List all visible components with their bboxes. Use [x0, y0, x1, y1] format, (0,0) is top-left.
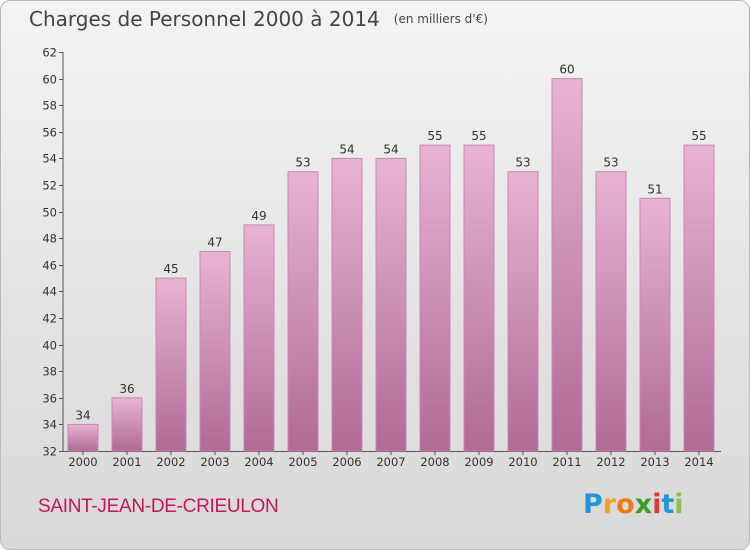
y-tick-label: 44: [42, 285, 57, 299]
x-tick-label: 2008: [420, 455, 449, 469]
data-label: 36: [119, 382, 134, 396]
y-tick-label: 52: [42, 179, 57, 193]
data-label: 51: [647, 182, 662, 196]
x-tick-label: 2011: [552, 455, 581, 469]
bar: [683, 144, 715, 452]
x-tick-label: 2003: [200, 455, 229, 469]
y-tick-label: 60: [42, 73, 57, 87]
bar: [419, 144, 451, 452]
bar: [287, 171, 319, 452]
y-tick-label: 34: [42, 418, 57, 432]
y-tick-label: 46: [42, 259, 57, 273]
y-tick-label: 50: [42, 206, 57, 220]
x-tick-label: 2014: [684, 455, 713, 469]
proxiti-logo: Proxiti: [583, 489, 684, 520]
x-tick-label: 2002: [156, 455, 185, 469]
data-label: 53: [295, 156, 310, 170]
title-text: Charges de Personnel 2000 à 2014: [29, 7, 380, 31]
logo-letter: t: [661, 489, 675, 520]
data-label: 53: [515, 156, 530, 170]
data-label: 55: [427, 129, 442, 143]
x-tick-label: 2009: [464, 455, 493, 469]
data-label: 54: [383, 142, 398, 156]
data-label: 55: [471, 129, 486, 143]
y-tick-label: 32: [42, 445, 57, 459]
bar: [331, 157, 363, 452]
logo-letter: x: [634, 489, 653, 520]
logo-letter: P: [583, 489, 603, 520]
x-tick-label: 2001: [112, 455, 141, 469]
y-tick-label: 54: [42, 152, 57, 166]
logo-letter: i: [652, 489, 662, 520]
x-tick-label: 2005: [288, 455, 317, 469]
x-tick-label: 2007: [376, 455, 405, 469]
y-tick-label: 42: [42, 312, 57, 326]
y-tick-label: 58: [42, 99, 57, 113]
chart-title: Charges de Personnel 2000 à 2014 (en mill…: [29, 7, 488, 31]
bar: [111, 397, 143, 452]
data-label: 53: [603, 156, 618, 170]
bar: [639, 197, 671, 452]
data-label: 60: [559, 63, 574, 77]
y-tick-label: 38: [42, 365, 57, 379]
y-tick-label: 62: [42, 46, 57, 60]
data-label: 49: [251, 209, 266, 223]
bar: [67, 423, 99, 452]
x-tick-label: 2012: [596, 455, 625, 469]
bar: [243, 224, 275, 452]
x-tick-label: 2004: [244, 455, 273, 469]
x-tick-label: 2013: [640, 455, 669, 469]
x-tick-label: 2006: [332, 455, 361, 469]
commune-name: SAINT-JEAN-DE-CRIEULON: [38, 496, 279, 517]
data-label: 47: [207, 236, 222, 250]
bar: [155, 277, 187, 452]
bar: [507, 171, 539, 452]
data-label: 55: [691, 129, 706, 143]
y-tick-label: 48: [42, 232, 57, 246]
y-tick-label: 36: [42, 392, 57, 406]
bar: [595, 171, 627, 452]
logo-letter: i: [674, 489, 684, 520]
bar: [375, 157, 407, 452]
logo-letter: r: [602, 489, 617, 520]
chart-subtitle: (en milliers d'€): [393, 12, 488, 26]
x-tick-label: 2000: [68, 455, 97, 469]
data-label: 34: [75, 408, 90, 422]
y-tick-label: 40: [42, 339, 57, 353]
data-label: 45: [163, 262, 178, 276]
bar: [463, 144, 495, 452]
bar: [551, 78, 583, 452]
bar: [199, 251, 231, 452]
y-tick-label: 56: [42, 126, 57, 140]
data-label: 54: [339, 142, 354, 156]
x-tick-label: 2010: [508, 455, 537, 469]
logo-letter: o: [616, 489, 635, 520]
